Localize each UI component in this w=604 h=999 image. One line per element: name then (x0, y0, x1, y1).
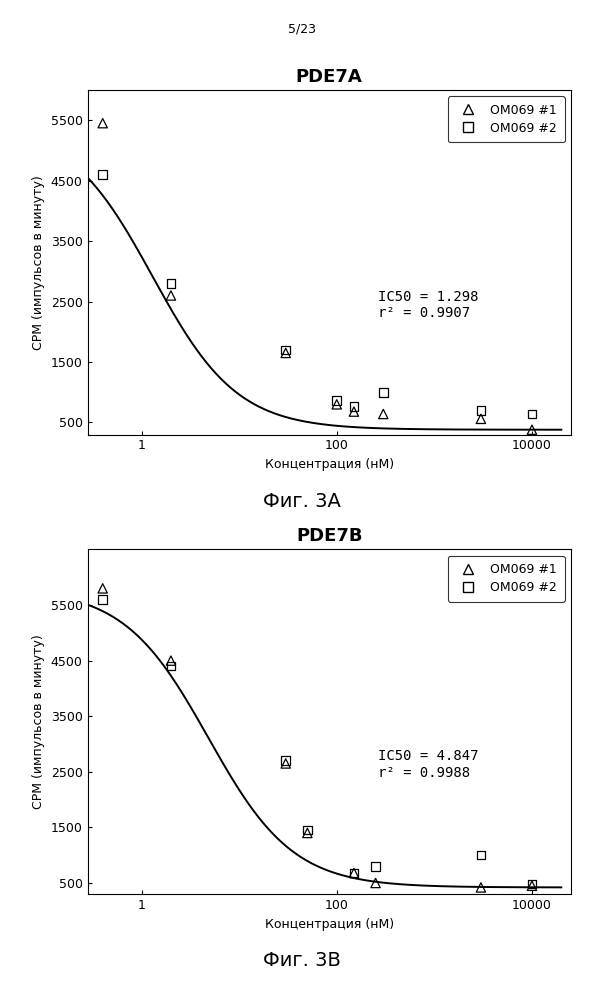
Point (98, 580, 108, 596)
Text: IC50 = 1.298
r² = 0.9907: IC50 = 1.298 r² = 0.9907 (378, 290, 478, 320)
Legend: OM069 #1, OM069 #2: OM069 #1, OM069 #2 (448, 555, 565, 601)
Point (281, 755, 291, 771)
Legend: OM069 #1, OM069 #2: OM069 #1, OM069 #2 (448, 96, 565, 142)
Y-axis label: CPM (импульсов в минуту): CPM (импульсов в минуту) (32, 634, 45, 809)
Y-axis label: CPM (импульсов в минуту): CPM (импульсов в минуту) (32, 175, 45, 350)
X-axis label: Концентрация (нМ): Концентрация (нМ) (265, 458, 394, 471)
Point (332, 393, 342, 409)
Point (281, 345, 291, 361)
Point (379, 406, 388, 422)
Point (476, 847, 486, 863)
Title: PDE7B: PDE7B (296, 527, 362, 545)
X-axis label: Концентрация (нМ): Концентрация (нМ) (265, 917, 394, 930)
Point (527, 422, 537, 438)
Point (476, 879, 486, 895)
Point (476, 411, 486, 427)
Point (98, 115, 108, 131)
Point (476, 403, 486, 419)
Point (371, 875, 381, 891)
Point (349, 865, 359, 881)
Text: Фиг. 3В: Фиг. 3В (263, 951, 341, 970)
Point (349, 865, 359, 881)
Text: Фиг. 3А: Фиг. 3А (263, 492, 341, 510)
Point (527, 878, 537, 894)
Point (166, 658, 176, 674)
Point (166, 288, 176, 304)
Point (98, 591, 108, 607)
Point (371, 858, 381, 874)
Text: 5/23: 5/23 (288, 23, 316, 36)
Point (527, 406, 537, 422)
Point (379, 385, 388, 401)
Title: PDE7A: PDE7A (296, 68, 362, 86)
Point (349, 404, 359, 420)
Point (332, 397, 342, 413)
Point (527, 876, 537, 892)
Point (281, 752, 291, 768)
Point (166, 276, 176, 292)
Text: IC50 = 4.847
r² = 0.9988: IC50 = 4.847 r² = 0.9988 (378, 749, 478, 779)
Point (303, 822, 312, 838)
Point (98, 167, 108, 183)
Point (281, 342, 291, 358)
Point (349, 399, 359, 415)
Point (303, 825, 312, 841)
Point (166, 652, 176, 668)
